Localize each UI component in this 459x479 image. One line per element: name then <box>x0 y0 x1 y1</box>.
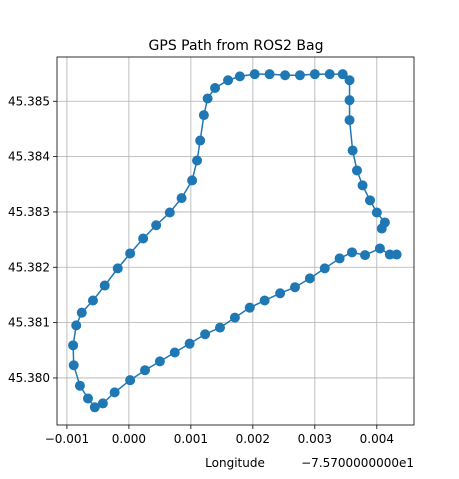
data-point <box>229 312 240 323</box>
x-tick-label: 0.003 <box>298 432 332 446</box>
data-point <box>337 69 348 80</box>
data-point <box>371 207 382 218</box>
data-point <box>140 365 151 376</box>
data-point <box>364 195 375 206</box>
axes-frame <box>56 56 415 426</box>
data-point <box>210 82 221 93</box>
data-point <box>154 356 165 367</box>
x-tick-label: −0.001 <box>45 432 89 446</box>
data-point <box>290 282 300 293</box>
data-point <box>344 95 355 106</box>
data-point <box>376 223 387 234</box>
x-offset-label: −7.5700000000e1 <box>301 456 414 470</box>
y-tick-label: 45.384 <box>8 150 50 164</box>
data-point <box>334 253 345 264</box>
data-point <box>294 70 305 81</box>
x-axis-label: Longitude <box>205 456 265 470</box>
data-point <box>198 110 209 121</box>
data-point <box>187 175 198 186</box>
data-point <box>125 248 136 259</box>
data-point <box>195 135 206 146</box>
data-point <box>344 75 355 86</box>
data-point <box>97 398 108 409</box>
data-point <box>347 247 358 258</box>
x-tick-label: 0.000 <box>112 432 146 446</box>
data-point <box>200 329 211 340</box>
data-point <box>347 145 358 156</box>
data-point <box>309 69 320 80</box>
data-point <box>202 93 213 104</box>
data-point <box>76 307 87 318</box>
data-point <box>374 243 385 254</box>
data-point <box>324 69 335 80</box>
data-point <box>99 280 110 291</box>
data-point <box>344 115 355 126</box>
data-point <box>169 347 180 358</box>
y-tick-label: 45.385 <box>8 94 50 108</box>
data-point <box>384 249 395 260</box>
data-point <box>249 69 260 80</box>
data-point <box>82 393 93 404</box>
data-point <box>280 70 291 81</box>
data-point <box>109 387 120 398</box>
data-point <box>319 263 330 274</box>
data-point <box>259 295 270 306</box>
data-point <box>71 320 82 331</box>
data-point <box>89 402 100 413</box>
data-point <box>138 233 149 244</box>
data-point <box>164 207 175 218</box>
data-point <box>360 250 371 261</box>
data-point <box>192 155 203 166</box>
data-point <box>234 71 245 82</box>
data-point <box>68 360 79 371</box>
data-point <box>184 338 195 349</box>
data-point <box>125 375 136 386</box>
data-point <box>112 263 123 274</box>
chart-title: GPS Path from ROS2 Bag <box>149 38 324 54</box>
x-tick-label: 0.004 <box>360 432 394 446</box>
x-tick-label: 0.001 <box>174 432 208 446</box>
data-point <box>68 340 79 351</box>
y-tick-label: 45.381 <box>8 316 50 330</box>
data-point <box>151 220 162 231</box>
data-point <box>176 193 187 204</box>
data-point <box>74 380 85 391</box>
x-tick-label: 0.002 <box>236 432 270 446</box>
data-point <box>275 288 286 299</box>
data-point <box>304 273 315 284</box>
y-tick-label: 45.383 <box>8 205 50 219</box>
data-point <box>87 295 98 306</box>
y-tick-label: 45.380 <box>8 371 50 385</box>
data-point <box>223 75 234 86</box>
y-tick-label: 45.382 <box>8 260 50 274</box>
data-point <box>357 180 368 191</box>
data-point <box>351 165 362 176</box>
data-point <box>215 322 226 333</box>
data-point <box>264 69 275 80</box>
data-point <box>244 302 255 313</box>
